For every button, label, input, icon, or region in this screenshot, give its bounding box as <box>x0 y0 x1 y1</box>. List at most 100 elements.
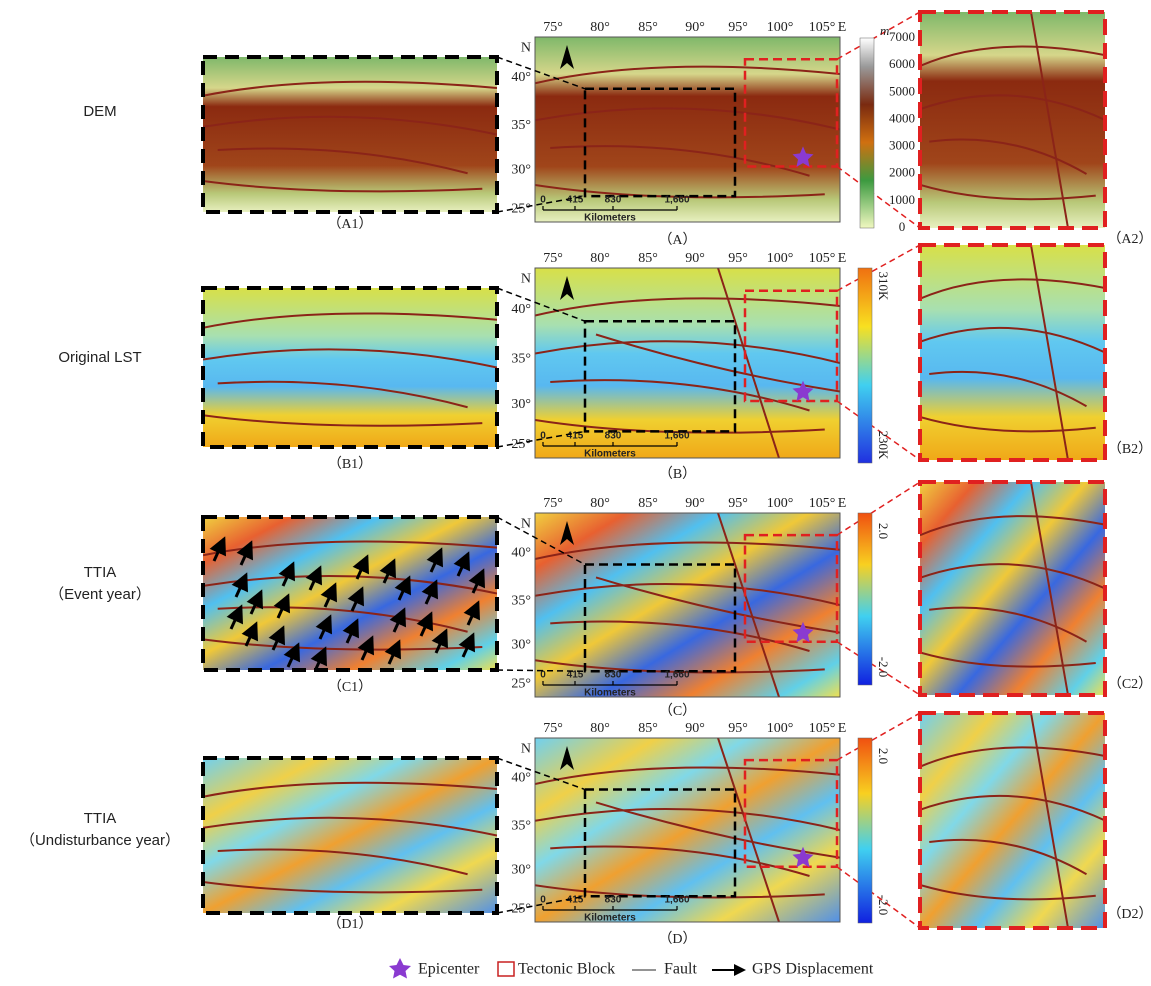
longitude-label: 95° <box>728 20 748 35</box>
scale-label: 0 <box>540 895 546 906</box>
latitude-label: 30° <box>511 863 531 878</box>
gps-arrow <box>310 646 327 670</box>
right-frame <box>918 10 1107 230</box>
north-arrow <box>560 521 574 545</box>
scale-label: 1,660 <box>664 670 689 681</box>
connector <box>836 11 921 60</box>
epicenter <box>792 146 814 167</box>
longitude-label: 85° <box>638 496 658 511</box>
colorbar-label: -2.0 <box>876 657 891 678</box>
longitude-label: E <box>838 251 847 266</box>
map-fill <box>203 517 497 670</box>
zoom-box-red <box>743 57 839 168</box>
scale-label: 1,660 <box>664 195 689 206</box>
colorbar-label: 0 <box>899 219 906 234</box>
connector <box>496 287 586 322</box>
longitude-label: 85° <box>638 251 658 266</box>
latitude-label: 25° <box>511 676 531 691</box>
scale-label: 830 <box>605 895 622 906</box>
colorbar <box>859 37 875 229</box>
longitude-label: 85° <box>638 20 658 35</box>
right-caption: （B2） <box>1108 441 1151 457</box>
latitude-label: 30° <box>511 397 531 412</box>
scale-unit: Kilometers <box>584 213 636 224</box>
longitude-label: 75° <box>543 496 563 511</box>
gps-arrow <box>458 632 475 658</box>
epicenter <box>792 621 814 643</box>
fault <box>1030 12 1069 228</box>
gps-arrow <box>236 540 253 566</box>
legend-block <box>497 961 515 977</box>
colorbar <box>857 512 873 686</box>
colorbar <box>857 267 873 464</box>
gps-arrow <box>379 558 396 584</box>
connector <box>496 669 586 672</box>
colorbar-label: 310K <box>876 272 891 302</box>
longitude-label: 75° <box>543 20 563 35</box>
fault <box>203 781 497 798</box>
left-caption: （C1） <box>328 679 372 695</box>
connector <box>496 757 586 791</box>
colorbar-label: 2.0 <box>876 523 891 539</box>
connector <box>496 56 586 90</box>
fault <box>1030 713 1069 928</box>
colorbar-label: 2000 <box>889 165 915 180</box>
gps-arrow <box>468 568 485 594</box>
gps-arrow <box>357 635 374 661</box>
right-caption: （D2） <box>1107 906 1151 922</box>
fault <box>920 183 1096 201</box>
longitude-label: E <box>838 20 847 35</box>
scale-unit: Kilometers <box>584 449 636 460</box>
map-image <box>203 758 497 913</box>
map-image <box>203 517 497 670</box>
latitude-label: 35° <box>511 594 531 609</box>
scale-bar <box>542 906 678 911</box>
latitude-label: 25° <box>511 437 531 452</box>
scale-label: 415 <box>567 195 584 206</box>
gps-arrow <box>389 607 406 633</box>
zoom-box-red <box>743 289 839 403</box>
fault <box>535 541 840 560</box>
left-caption: （A1） <box>327 216 372 232</box>
left-caption: （D1） <box>327 916 372 932</box>
latitude-label: 35° <box>511 819 531 834</box>
gps-arrow <box>320 582 337 608</box>
longitude-label: 100° <box>767 20 794 35</box>
connector <box>496 195 586 213</box>
fault <box>203 115 497 136</box>
map-frame <box>534 512 841 698</box>
fault <box>217 380 468 409</box>
connector <box>836 866 921 929</box>
fault <box>920 794 1105 822</box>
gps-arrow <box>421 579 438 605</box>
row-label: DEM <box>83 103 116 120</box>
fault <box>203 414 483 427</box>
legend-label: GPS Displacement <box>752 961 874 978</box>
longitude-label: 80° <box>590 20 610 35</box>
fault <box>203 80 497 97</box>
left-caption: （B1） <box>328 456 372 472</box>
latitude-label: 35° <box>511 351 531 366</box>
map-image <box>535 268 840 458</box>
gps-arrow <box>226 604 243 630</box>
gps-arrow <box>384 639 401 665</box>
latitude-label: 40° <box>511 546 531 561</box>
map-image <box>920 12 1105 228</box>
longitude-label: 100° <box>767 721 794 736</box>
map-frame <box>534 267 841 459</box>
latitude-label: 30° <box>511 638 531 653</box>
gps-arrow <box>278 561 295 587</box>
latitude-label: 35° <box>511 118 531 133</box>
fault <box>203 540 497 557</box>
fault <box>535 340 840 364</box>
zoom-box-black <box>583 87 737 198</box>
colorbar-label: 4000 <box>889 110 915 125</box>
gps-arrow <box>241 621 258 647</box>
colorbar-label: 5000 <box>889 83 915 98</box>
longitude-label: 85° <box>638 721 658 736</box>
zoom-box-black <box>583 788 737 898</box>
fault <box>920 746 1105 768</box>
fault <box>1030 482 1069 695</box>
fault <box>717 738 780 922</box>
